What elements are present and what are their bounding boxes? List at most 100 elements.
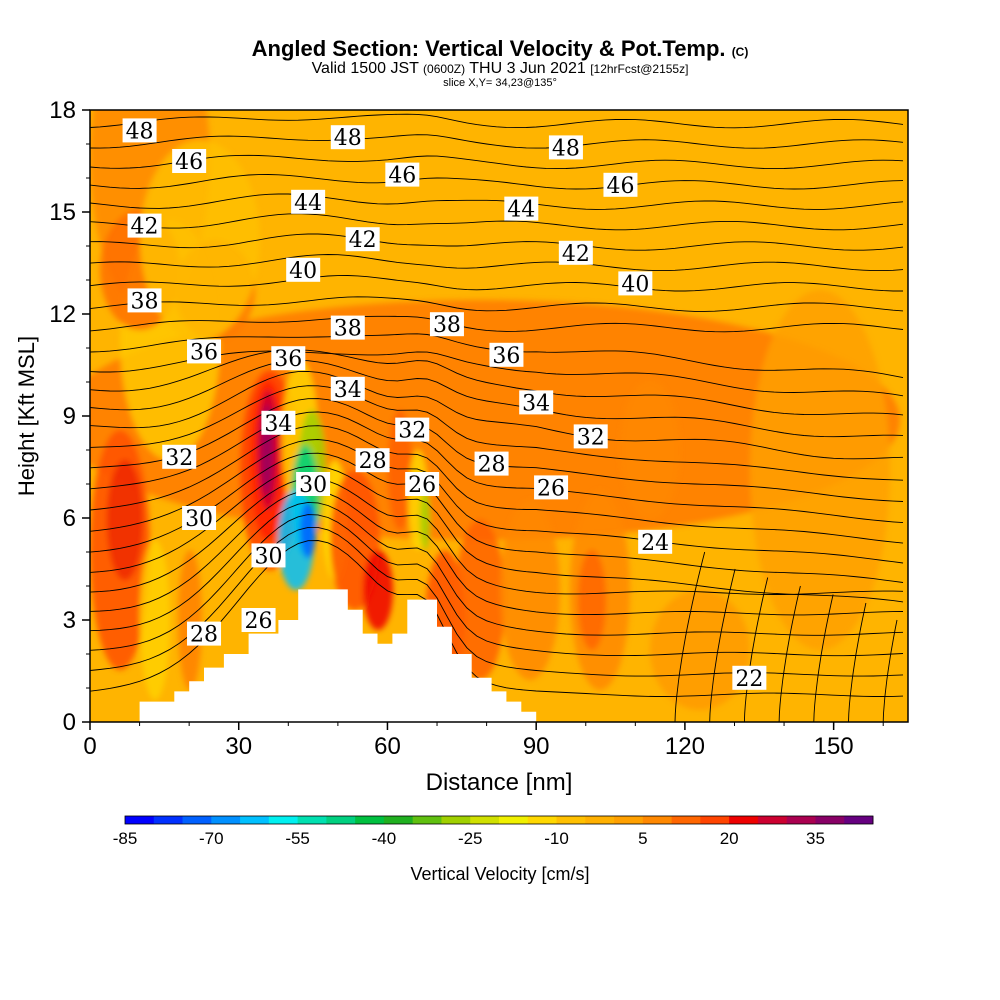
svg-text:44: 44 bbox=[507, 198, 535, 223]
colorbar: -85 -70 -55 -40 -25 -10 5 20 35 bbox=[113, 815, 874, 848]
isentrope-label: 44 bbox=[504, 196, 539, 223]
svg-text:34: 34 bbox=[522, 391, 550, 416]
isentrope-label: 46 bbox=[603, 172, 638, 199]
title-unit: (C) bbox=[731, 45, 749, 59]
svg-text:42: 42 bbox=[349, 228, 377, 253]
colorbar-tick-label: -55 bbox=[285, 829, 310, 848]
isentrope-label: 40 bbox=[286, 257, 321, 284]
svg-text:26: 26 bbox=[245, 609, 273, 634]
isentrope-label: 28 bbox=[474, 451, 509, 478]
y-tick-label: 18 bbox=[49, 97, 76, 124]
isentrope-label: 22 bbox=[732, 665, 767, 692]
forecast-info: [12hrFcst@2155z] bbox=[590, 62, 689, 76]
colorbar-swatch bbox=[125, 816, 155, 824]
colorbar-swatch bbox=[815, 816, 845, 824]
svg-text:48: 48 bbox=[126, 119, 154, 144]
isentrope-label: 38 bbox=[127, 288, 162, 314]
colorbar-swatch bbox=[441, 816, 471, 824]
isentrope-label: 38 bbox=[330, 315, 365, 342]
colorbar-swatch bbox=[499, 816, 529, 824]
svg-text:34: 34 bbox=[334, 378, 362, 403]
colorbar-swatch bbox=[585, 816, 615, 824]
colorbar-swatch bbox=[326, 816, 356, 824]
isentrope-label: 32 bbox=[162, 444, 197, 471]
isentrope-label: 32 bbox=[395, 417, 430, 444]
svg-text:30: 30 bbox=[299, 473, 327, 498]
y-axis-label: Height [Kft MSL] bbox=[14, 336, 39, 496]
isentrope-lines bbox=[90, 113, 904, 722]
isentrope-label: 48 bbox=[330, 125, 365, 151]
svg-text:28: 28 bbox=[478, 453, 506, 478]
x-tick-label: 0 bbox=[83, 733, 96, 760]
svg-text:42: 42 bbox=[562, 242, 590, 267]
svg-text:36: 36 bbox=[274, 347, 302, 372]
isentrope-label: 34 bbox=[519, 390, 554, 416]
colorbar-tick-label: 35 bbox=[806, 829, 825, 848]
svg-text:26: 26 bbox=[408, 473, 436, 498]
colorbar-tick-label: 5 bbox=[638, 829, 647, 848]
svg-text:32: 32 bbox=[165, 446, 193, 471]
colorbar-swatch bbox=[412, 816, 442, 824]
x-tick-label: 60 bbox=[374, 733, 401, 760]
isentrope-label: 40 bbox=[618, 271, 653, 297]
colorbar-swatch bbox=[297, 816, 327, 824]
x-tick-label: 120 bbox=[665, 733, 705, 760]
isentrope-label: 48 bbox=[122, 118, 157, 144]
svg-text:32: 32 bbox=[398, 419, 426, 444]
x-tick-label: 90 bbox=[523, 733, 550, 760]
colorbar-swatch bbox=[614, 816, 644, 824]
colorbar-swatch bbox=[757, 816, 788, 824]
chart-title: Angled Section: Vertical Velocity & Pot.… bbox=[251, 36, 749, 61]
isentrope-label: 32 bbox=[573, 424, 608, 450]
svg-text:46: 46 bbox=[175, 150, 203, 175]
svg-text:28: 28 bbox=[190, 623, 218, 648]
svg-text:34: 34 bbox=[264, 412, 292, 437]
x-axis-label: Distance [nm] bbox=[426, 769, 573, 796]
svg-text:46: 46 bbox=[606, 174, 634, 199]
colorbar-swatch bbox=[240, 816, 270, 824]
colorbar-swatch bbox=[355, 816, 385, 824]
y-tick-label: 9 bbox=[63, 403, 76, 430]
isentrope-label: 48 bbox=[548, 135, 583, 161]
svg-text:22: 22 bbox=[735, 667, 763, 692]
colorbar-swatch bbox=[556, 816, 586, 824]
svg-text:26: 26 bbox=[537, 476, 565, 501]
y-tick-label: 3 bbox=[63, 607, 76, 634]
isentrope-label: 26 bbox=[534, 475, 569, 501]
svg-text:40: 40 bbox=[289, 259, 317, 284]
svg-text:40: 40 bbox=[621, 272, 649, 297]
x-tick-label: 30 bbox=[225, 733, 252, 760]
valid-utc: (0600Z) bbox=[423, 62, 466, 76]
y-axis: 0 3 6 9 12 15 18 bbox=[49, 97, 90, 736]
svg-text:42: 42 bbox=[131, 215, 159, 240]
svg-text:48: 48 bbox=[334, 126, 362, 151]
isentrope-label: 26 bbox=[241, 608, 276, 634]
colorbar-swatch bbox=[527, 816, 557, 824]
y-tick-label: 6 bbox=[63, 505, 76, 532]
colorbar-tick-label: 20 bbox=[720, 829, 739, 848]
svg-text:32: 32 bbox=[577, 425, 605, 450]
svg-text:36: 36 bbox=[492, 344, 520, 369]
isentrope-label: 36 bbox=[489, 342, 524, 369]
x-tick-label: 150 bbox=[814, 733, 854, 760]
isentrope-label: 38 bbox=[429, 312, 464, 338]
colorbar-swatch bbox=[383, 816, 414, 824]
slice-info: slice X,Y= 34,23@135° bbox=[443, 77, 557, 89]
svg-text:30: 30 bbox=[254, 544, 282, 569]
isentrope-label: 28 bbox=[187, 621, 222, 648]
colorbar-label: Vertical Velocity [cm/s] bbox=[410, 864, 589, 884]
colorbar-swatch bbox=[671, 816, 701, 824]
isentrope-label: 34 bbox=[330, 376, 365, 403]
isentrope-label: 30 bbox=[182, 506, 217, 532]
svg-text:30: 30 bbox=[185, 507, 213, 532]
y-tick-label: 0 bbox=[63, 709, 76, 736]
svg-text:36: 36 bbox=[190, 340, 218, 365]
colorbar-swatch bbox=[786, 816, 816, 824]
isentrope-label: 46 bbox=[172, 149, 207, 175]
svg-text:48: 48 bbox=[552, 136, 580, 161]
isentrope-label: 26 bbox=[405, 472, 440, 498]
isentrope-label: 46 bbox=[385, 162, 420, 189]
